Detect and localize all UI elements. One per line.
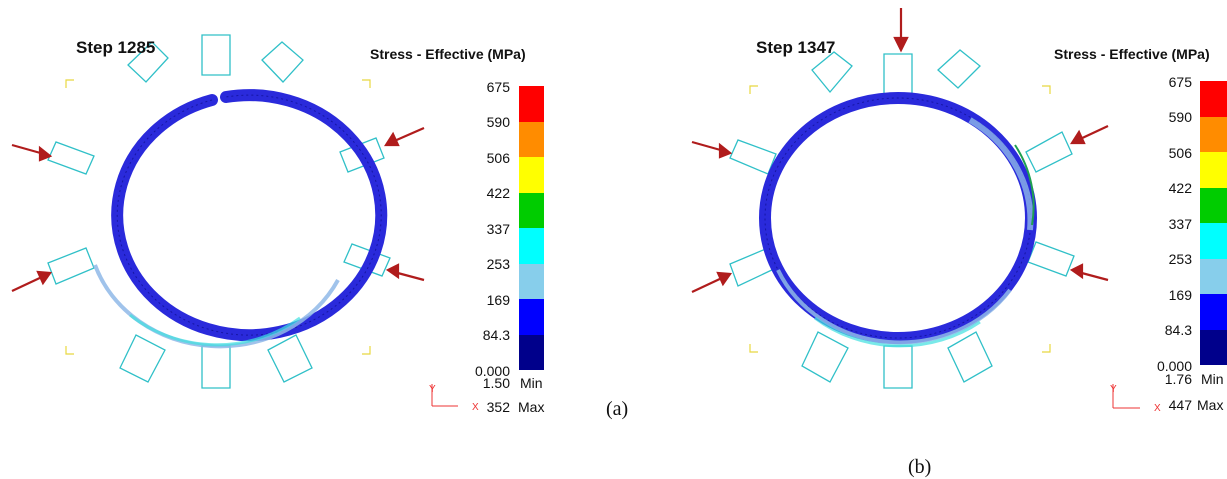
legend-tick: 84.3	[1164, 322, 1192, 338]
die-upper-left	[729, 139, 777, 175]
legend-tick: 169	[486, 292, 510, 308]
legend-tick: 422	[1168, 180, 1192, 196]
legend-swatch	[519, 264, 544, 299]
force-arrows	[691, 8, 1109, 293]
die-upper-right	[339, 137, 385, 173]
legend-swatch	[1200, 117, 1227, 152]
legend-tick: 506	[1168, 145, 1192, 161]
legend-tick: 337	[1168, 216, 1192, 232]
die-bottom	[201, 345, 231, 389]
die-bottom-left	[801, 331, 849, 383]
simulation-view-a	[11, 34, 544, 407]
legend-swatch	[1200, 152, 1227, 188]
die-top-right	[937, 49, 981, 89]
max-value: 447	[1168, 397, 1192, 413]
legend-tick: 84.3	[482, 327, 510, 343]
step-label: Step 1347	[756, 38, 836, 57]
legend-tick: 337	[486, 221, 510, 237]
die-bottom-right	[947, 331, 993, 383]
ring-part	[93, 89, 388, 349]
legend-title: Stress - Effective (MPa)	[1054, 46, 1210, 62]
legend-tick: 422	[486, 185, 510, 201]
die-top	[201, 34, 231, 76]
min-label: Min	[1201, 371, 1224, 387]
ring-part	[759, 92, 1037, 348]
legend-swatch	[519, 299, 544, 335]
die-upper-left	[47, 141, 95, 175]
die-top	[883, 53, 913, 97]
caption-b: (b)	[908, 456, 932, 478]
legend-colorbar-a	[519, 86, 544, 370]
max-label: Max	[518, 399, 545, 415]
die-top-left	[811, 51, 853, 94]
die-bottom	[883, 345, 913, 389]
legend-swatch	[519, 193, 544, 228]
die-lower-left	[47, 247, 95, 285]
legend-title: Stress - Effective (MPa)	[370, 46, 526, 62]
max-label: Max	[1197, 397, 1224, 413]
axis-triad-a	[431, 384, 458, 407]
legend-swatch	[1200, 294, 1227, 330]
die-top-right	[261, 41, 304, 83]
die-top-left	[127, 41, 169, 83]
legend-tick: 506	[486, 150, 510, 166]
legend-tick: 590	[1168, 109, 1192, 125]
min-label: Min	[520, 375, 543, 391]
axis-y-label: Y	[1110, 384, 1117, 395]
panel-a: Step 1285 Stress - Effective (MPa) 675 5…	[0, 0, 628, 479]
die-upper-right	[1025, 131, 1073, 173]
axis-x-label: X	[1154, 403, 1161, 414]
legend-tick: 590	[486, 114, 510, 130]
legend-swatch	[519, 86, 544, 122]
legend-swatch	[1200, 223, 1227, 259]
axis-x-label: X	[472, 402, 479, 413]
simulation-view-b	[691, 8, 1227, 409]
min-value: 1.76	[1164, 371, 1192, 387]
axis-y-label: Y	[429, 384, 436, 395]
axis-triad-b	[1112, 384, 1140, 409]
legend-swatch	[1200, 330, 1227, 365]
legend-swatch	[519, 157, 544, 193]
legend-swatch	[519, 335, 544, 370]
step-label: Step 1285	[76, 38, 156, 57]
legend-tick: 675	[1168, 74, 1192, 90]
legend-tick: 253	[1168, 251, 1192, 267]
legend-tick: 169	[1168, 287, 1192, 303]
corner-markers	[749, 85, 1051, 353]
die-bottom-right	[267, 334, 313, 383]
force-arrows	[11, 126, 425, 292]
legend-tick: 0.000	[1156, 358, 1192, 374]
panel-b: Step 1347 Stress - Effective (MPa) 675 5…	[680, 0, 1227, 479]
max-value: 352	[486, 399, 510, 415]
min-value: 1.50	[482, 375, 510, 391]
corner-markers	[65, 79, 371, 355]
legend-swatch	[519, 122, 544, 157]
legend-swatch	[519, 228, 544, 264]
legend-swatch	[1200, 259, 1227, 294]
legend-swatch	[1200, 188, 1227, 223]
legend-swatch	[1200, 81, 1227, 117]
legend-tick: 0.000	[474, 363, 510, 379]
legend-tick: 253	[486, 256, 510, 272]
die-bottom-left	[119, 334, 166, 383]
die-lower-right	[1027, 241, 1075, 277]
caption-a: (a)	[606, 398, 629, 420]
legend-colorbar-b	[1200, 81, 1227, 365]
legend-tick: 675	[486, 79, 510, 95]
